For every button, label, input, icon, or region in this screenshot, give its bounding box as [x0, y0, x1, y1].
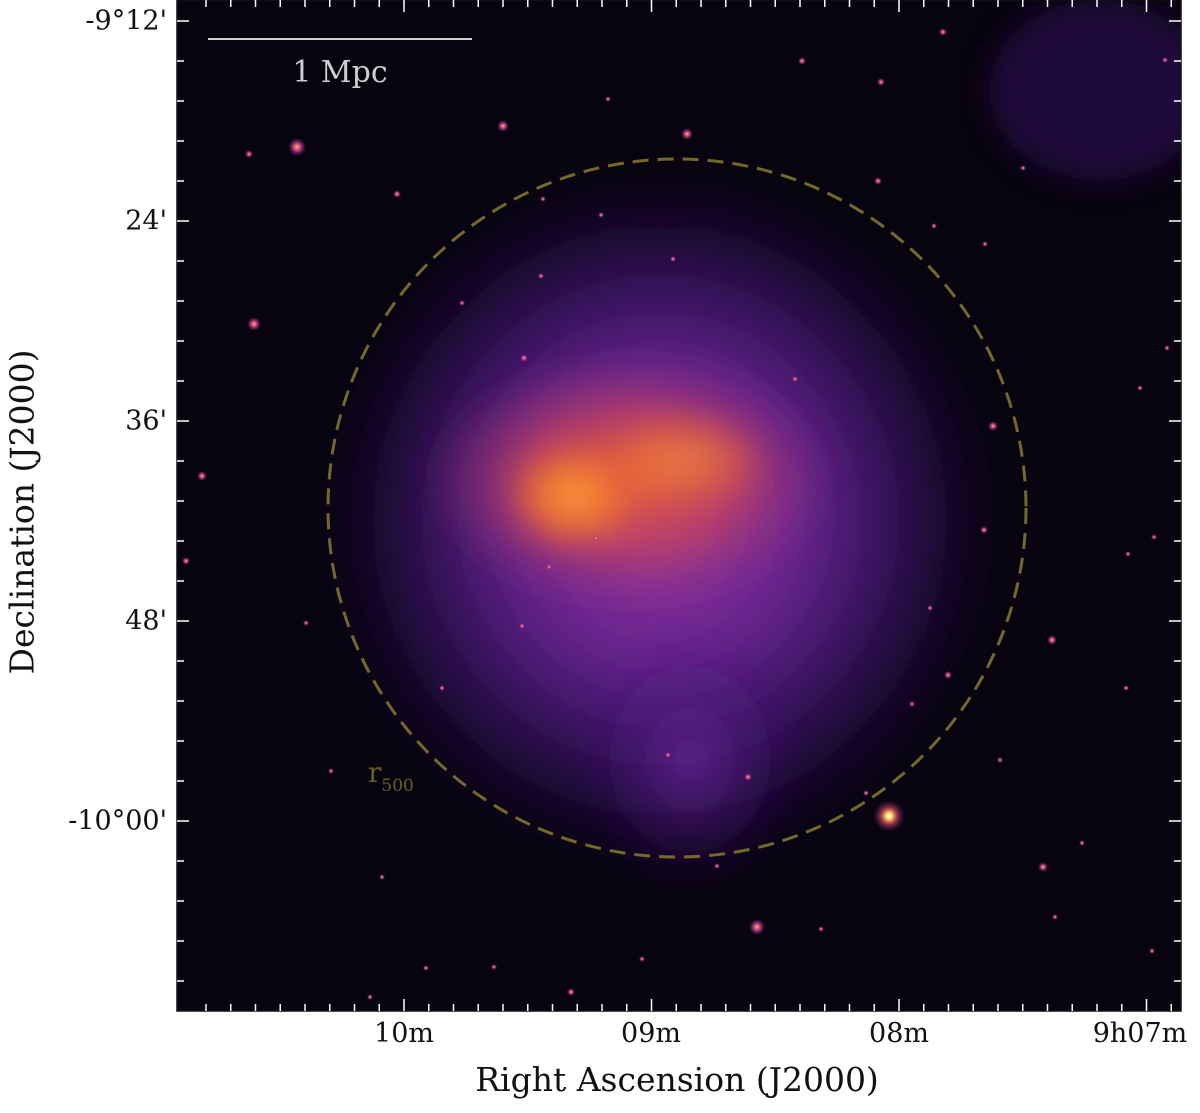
point-source	[538, 273, 544, 279]
x-tick-label: 9h07m	[1092, 1018, 1188, 1049]
point-source	[379, 874, 385, 880]
point-source	[1079, 840, 1085, 846]
point-source	[927, 605, 933, 611]
point-source	[303, 620, 309, 626]
point-source	[818, 926, 824, 932]
r500-label: r500	[368, 756, 414, 796]
tick-marks	[177, 0, 1181, 1011]
point-source	[459, 300, 465, 306]
point-source	[1149, 948, 1155, 954]
point-source	[1038, 862, 1048, 872]
point-source	[540, 196, 546, 202]
point-source	[944, 671, 952, 679]
point-source	[497, 120, 509, 132]
point-source	[681, 128, 693, 140]
point-source	[182, 557, 190, 565]
point-source	[749, 919, 765, 935]
y-tick-label: -9°12'	[85, 5, 167, 37]
point-source	[874, 177, 882, 185]
upper-right-diffuse	[990, 0, 1181, 180]
x-tick-label: 10m	[374, 1018, 434, 1049]
point-source	[714, 863, 720, 869]
point-source	[439, 685, 445, 691]
r500-circle	[326, 157, 1028, 859]
point-source	[593, 535, 599, 541]
point-source	[520, 354, 528, 362]
point-source	[423, 965, 429, 971]
point-source	[605, 96, 611, 102]
point-source	[1020, 165, 1026, 171]
point-source	[980, 526, 988, 534]
point-source	[519, 623, 525, 629]
halo-tail	[580, 630, 800, 890]
point-source	[1125, 551, 1131, 557]
core-plume	[590, 410, 770, 510]
y-tick-label: 48'	[125, 605, 167, 637]
point-source	[598, 212, 604, 218]
point-source	[863, 790, 869, 796]
y-axis-title: Declination (J2000)	[2, 349, 42, 675]
point-source	[744, 773, 752, 781]
point-source	[328, 768, 334, 774]
bright-point-source	[873, 800, 905, 832]
y-tick-label: 24'	[125, 205, 167, 237]
point-source	[247, 317, 261, 331]
point-source	[1123, 685, 1129, 691]
point-source	[197, 471, 207, 481]
point-source	[939, 28, 947, 36]
point-source	[792, 376, 798, 382]
point-source	[988, 421, 998, 431]
x-axis-title: Right Ascension (J2000)	[475, 1060, 879, 1099]
scale-bar-label: 1 Mpc	[292, 55, 387, 90]
y-tick-label: -10°00'	[68, 805, 167, 837]
y-tick-label: 36'	[125, 405, 167, 437]
x-tick-label: 09m	[621, 1018, 681, 1049]
point-source	[567, 988, 575, 996]
point-source	[798, 57, 806, 65]
point-source	[909, 701, 915, 707]
point-source	[1151, 534, 1157, 540]
point-source	[982, 241, 988, 247]
point-source	[997, 757, 1003, 763]
point-source	[288, 138, 306, 156]
point-source	[665, 752, 671, 758]
point-source	[546, 564, 552, 570]
point-source	[639, 956, 645, 962]
point-source	[670, 256, 676, 262]
x-tick-label: 08m	[869, 1018, 929, 1049]
point-source	[491, 964, 497, 970]
point-sources	[182, 28, 1170, 1000]
point-source	[1162, 57, 1168, 63]
point-source	[1164, 345, 1170, 351]
point-source	[367, 994, 373, 1000]
point-source	[393, 190, 401, 198]
point-source	[877, 78, 885, 86]
point-source	[245, 150, 253, 158]
point-source	[1047, 635, 1057, 645]
point-source	[931, 223, 937, 229]
plot-frame	[176, 0, 1182, 1012]
point-source	[1137, 385, 1143, 391]
point-source	[1052, 914, 1058, 920]
